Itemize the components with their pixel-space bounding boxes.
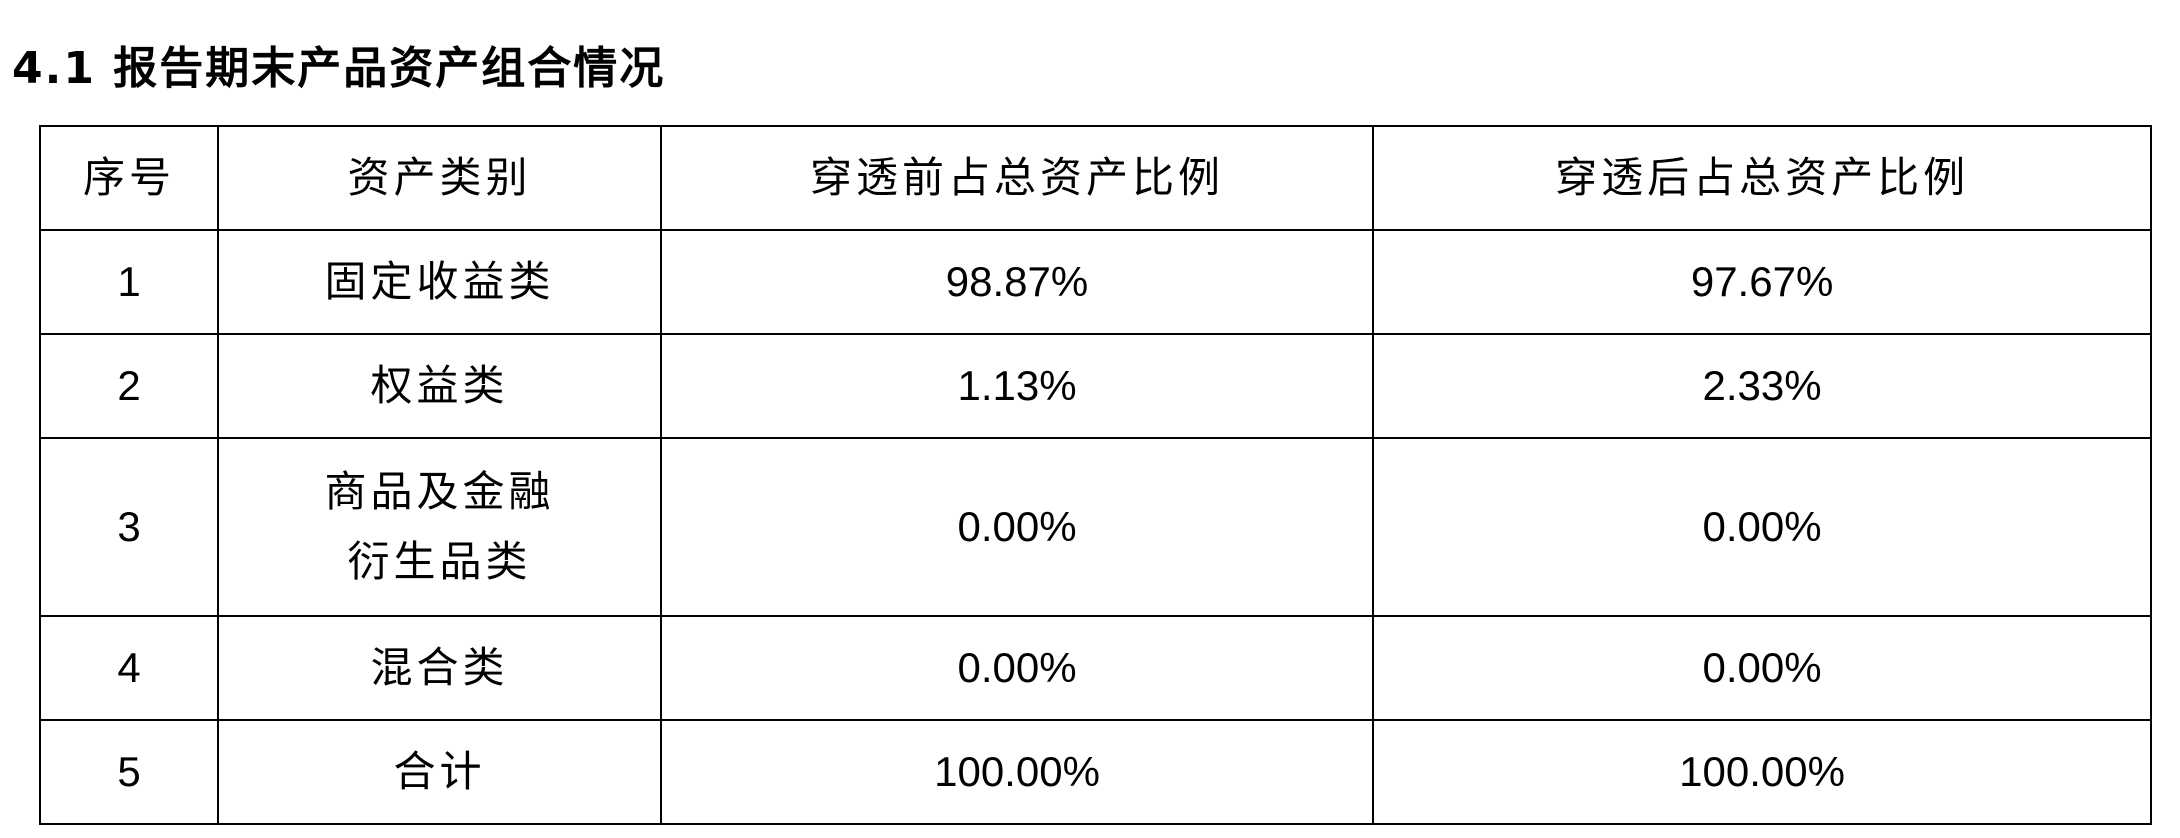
asset-allocation-table: 序号 资产类别 穿透前占总资产比例 穿透后占总资产比例 1 固定收益类 98.8… bbox=[38, 125, 2152, 825]
row-after: 100.00% bbox=[1372, 719, 2152, 825]
table-row: 4 混合类 0.00% 0.00% bbox=[38, 615, 2152, 721]
row-before: 98.87% bbox=[659, 229, 1375, 335]
row-after: 0.00% bbox=[1372, 615, 2152, 721]
category-text: 合计 bbox=[393, 747, 486, 796]
row-no: 1 bbox=[38, 229, 220, 335]
header-no: 序号 bbox=[38, 125, 220, 231]
row-no: 4 bbox=[38, 615, 220, 721]
table-header-row: 序号 资产类别 穿透前占总资产比例 穿透后占总资产比例 bbox=[38, 125, 2152, 231]
row-before: 0.00% bbox=[659, 437, 1375, 617]
row-category: 权益类 bbox=[217, 333, 662, 439]
header-after: 穿透后占总资产比例 bbox=[1372, 125, 2152, 231]
row-after: 2.33% bbox=[1372, 333, 2152, 439]
table-row: 1 固定收益类 98.87% 97.67% bbox=[38, 229, 2152, 335]
category-text: 权益类 bbox=[370, 361, 509, 410]
row-no: 5 bbox=[38, 719, 220, 825]
row-before: 0.00% bbox=[659, 615, 1375, 721]
row-no: 3 bbox=[38, 437, 220, 617]
row-after: 97.67% bbox=[1372, 229, 2152, 335]
row-category: 商品及金融衍生品类 bbox=[217, 437, 662, 617]
category-text: 商品及金融衍生品类 bbox=[324, 467, 555, 586]
table-row: 3 商品及金融衍生品类 0.00% 0.00% bbox=[38, 437, 2152, 617]
table-row: 2 权益类 1.13% 2.33% bbox=[38, 333, 2152, 439]
row-before: 1.13% bbox=[659, 333, 1375, 439]
row-category: 混合类 bbox=[217, 615, 662, 721]
table-row-total: 5 合计 100.00% 100.00% bbox=[38, 719, 2152, 825]
row-category: 固定收益类 bbox=[217, 229, 662, 335]
category-text: 固定收益类 bbox=[324, 257, 555, 306]
section-title: 4.1 报告期末产品资产组合情况 bbox=[12, 43, 666, 94]
category-text: 混合类 bbox=[370, 643, 509, 692]
header-before: 穿透前占总资产比例 bbox=[659, 125, 1375, 231]
row-after: 0.00% bbox=[1372, 437, 2152, 617]
row-before: 100.00% bbox=[659, 719, 1375, 825]
row-category: 合计 bbox=[217, 719, 662, 825]
header-category: 资产类别 bbox=[217, 125, 662, 231]
row-no: 2 bbox=[38, 333, 220, 439]
